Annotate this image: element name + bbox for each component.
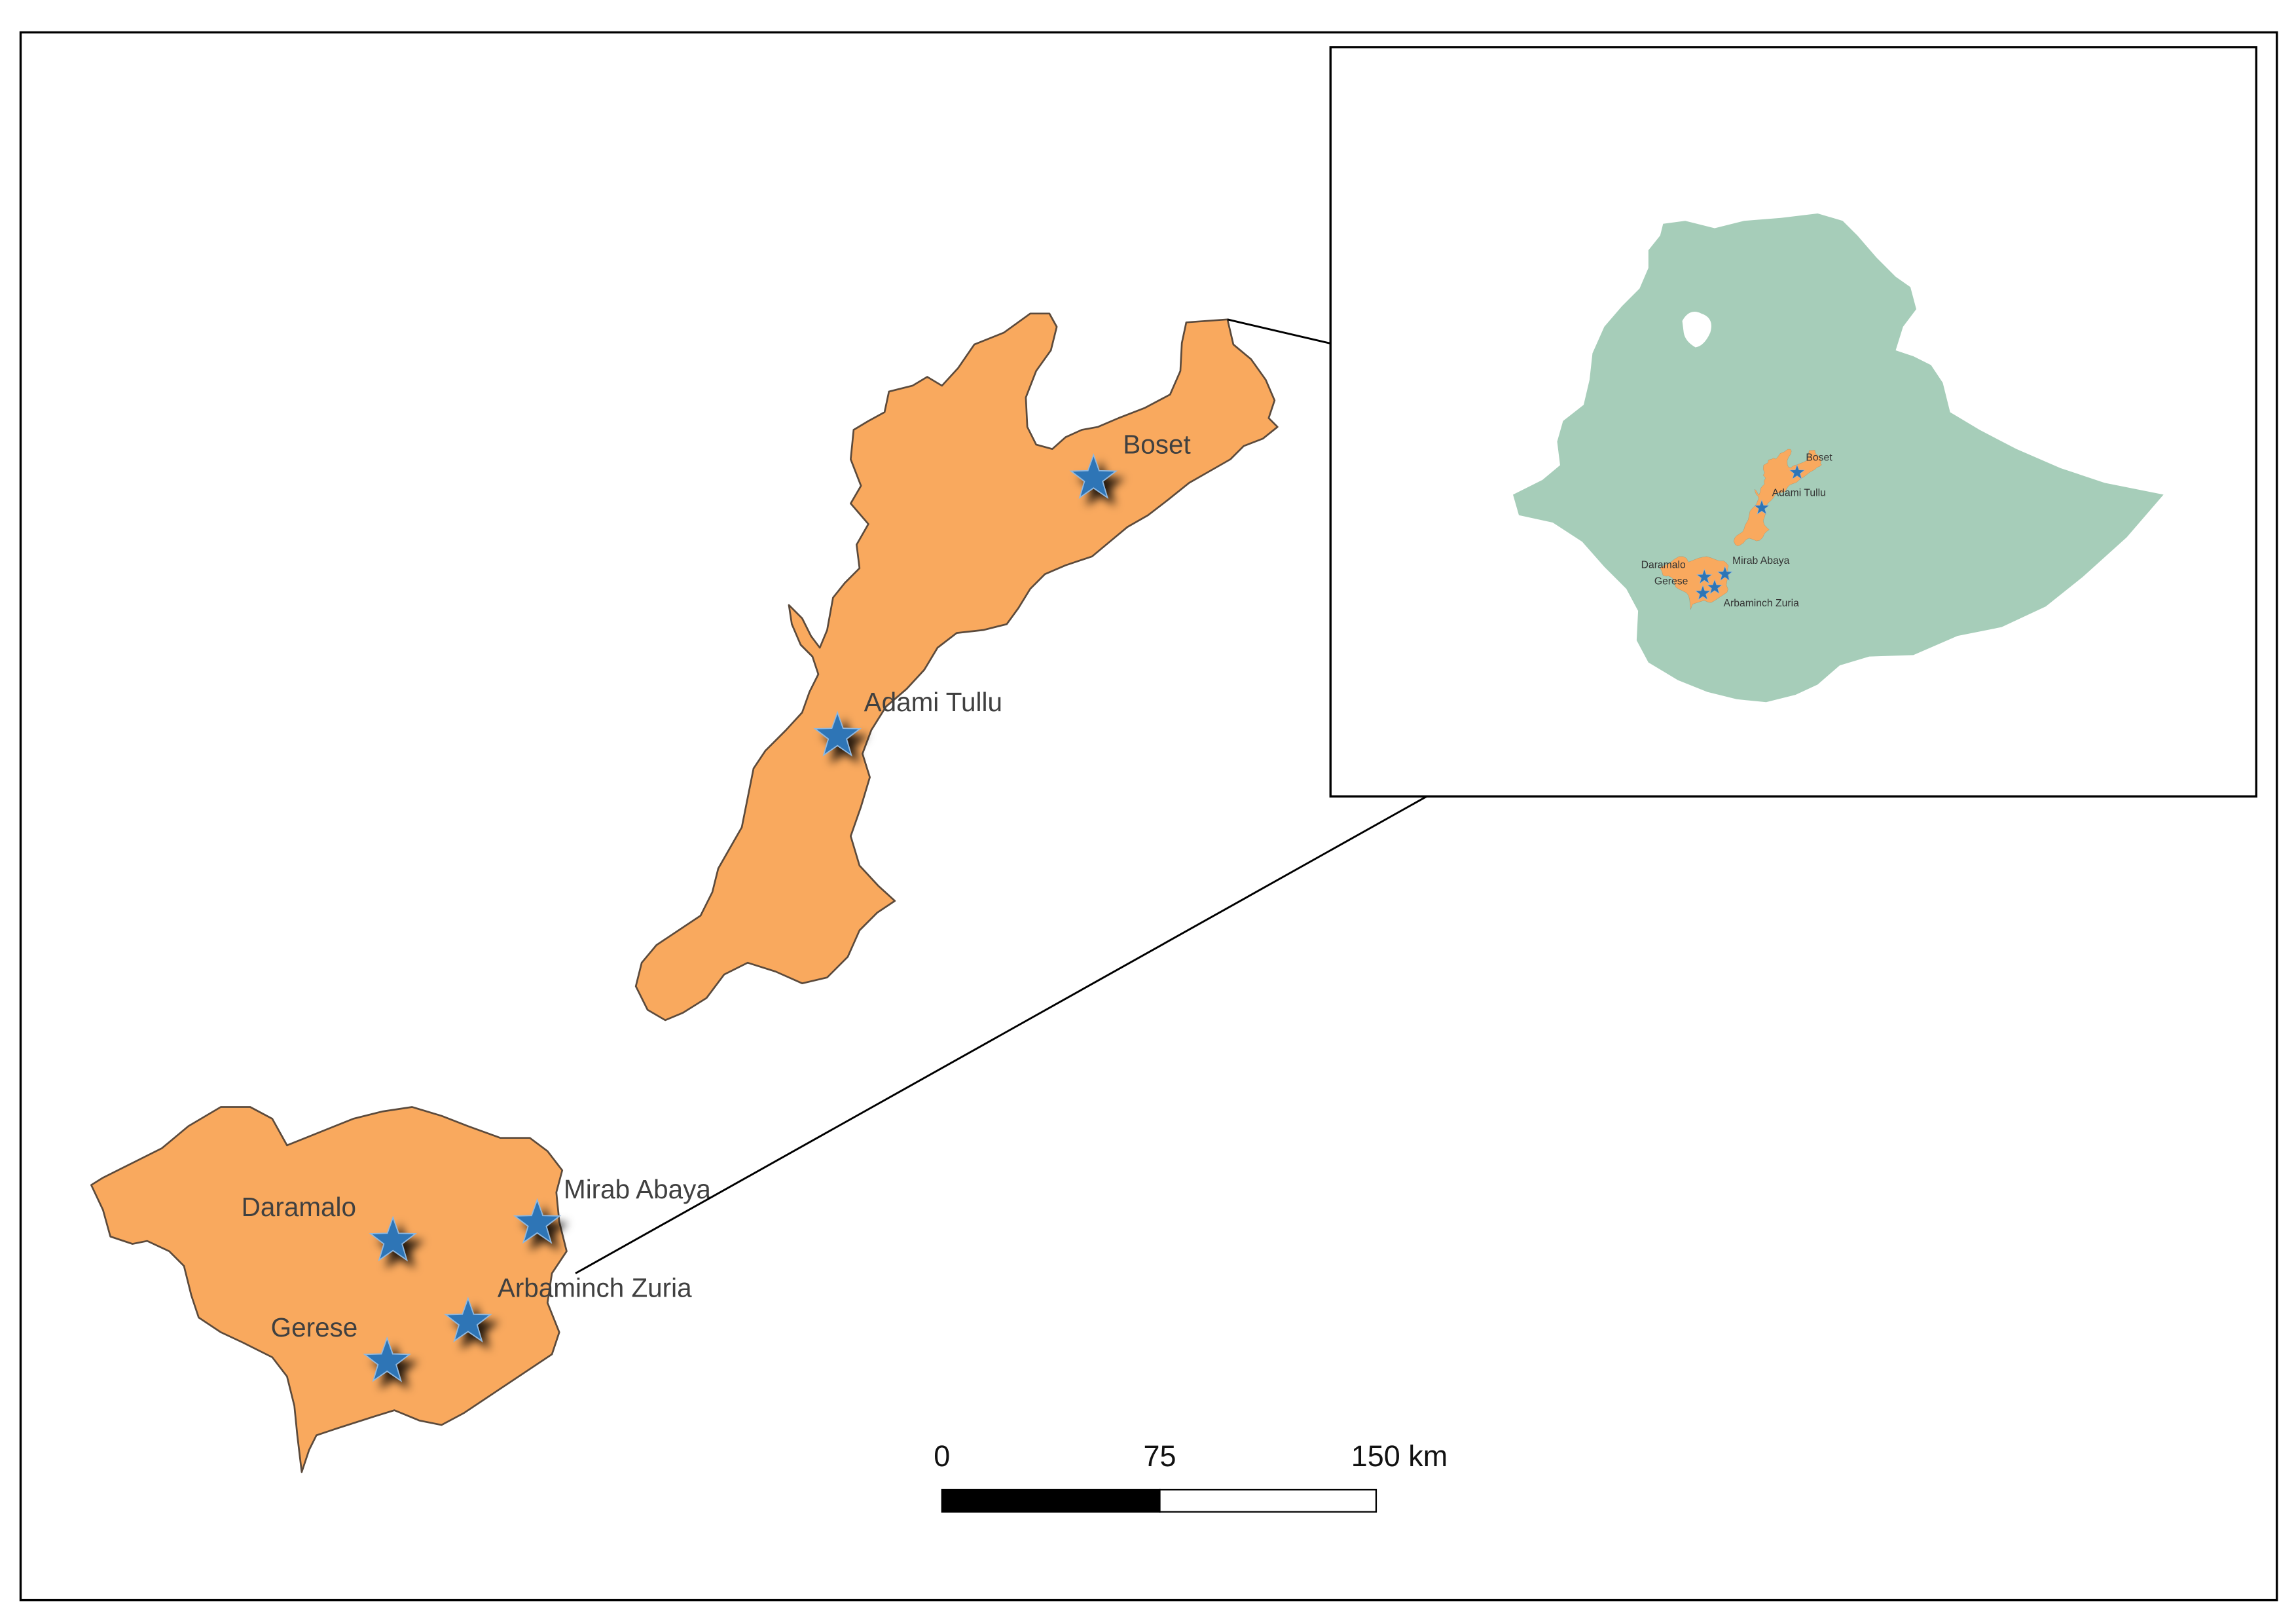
main-map: Boset Adami Tullu Daramalo Mirab Abaya A… (90, 312, 1279, 1473)
lake-shape (1682, 312, 1711, 348)
label-daramalo: Daramalo (242, 1192, 356, 1222)
scale-tick-middle: 75 (1143, 1439, 1176, 1473)
scale-segment-dark (941, 1488, 1161, 1513)
north-study-region (634, 312, 1279, 1022)
inset-label-daramalo: Daramalo (1641, 560, 1686, 571)
inset-label-gerese: Gerese (1654, 576, 1688, 587)
inset-label-arbaminch-zuria: Arbaminch Zuria (1723, 598, 1799, 609)
scale-tick-end: 150 km (1351, 1439, 1448, 1473)
inset-map: Boset Adami Tullu Daramalo Mirab Abaya G… (1329, 46, 2257, 798)
inset-label-adami-tullu: Adami Tullu (1772, 488, 1826, 499)
inset-label-mirab-abaya: Mirab Abaya (1732, 555, 1790, 566)
label-boset: Boset (1123, 429, 1190, 459)
map-frame (19, 31, 2278, 1602)
scale-bar: 0 75 150 km (934, 1439, 1448, 1513)
inset-label-boset: Boset (1806, 452, 1832, 464)
label-adami-tullu: Adami Tullu (864, 687, 1002, 717)
scale-segment-light (1159, 1488, 1377, 1513)
scale-tick-start: 0 (934, 1439, 950, 1473)
label-mirab-abaya: Mirab Abaya (564, 1174, 711, 1204)
south-study-region (90, 1106, 568, 1473)
label-arbaminch-zuria: Arbaminch Zuria (498, 1272, 692, 1302)
label-gerese: Gerese (271, 1312, 358, 1342)
